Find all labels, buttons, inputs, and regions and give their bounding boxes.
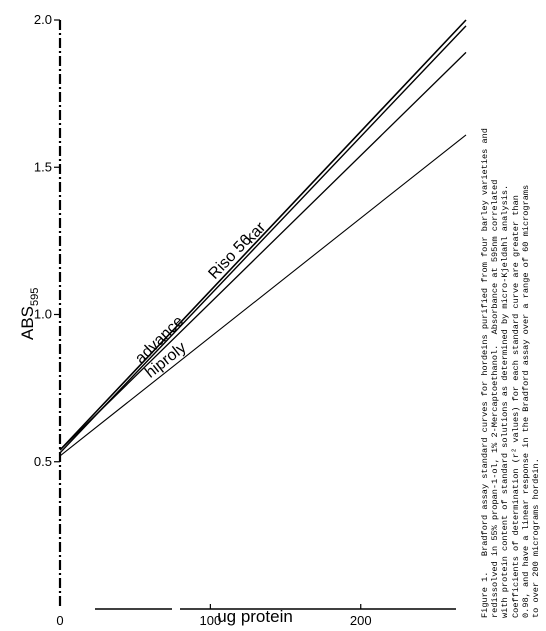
y-tick-label: 1.0 bbox=[34, 307, 52, 322]
x-tick-label: 100 bbox=[200, 613, 222, 628]
tick-marks bbox=[54, 19, 362, 609]
y-axis-title-subscript: 595 bbox=[29, 288, 41, 306]
y-tick-label: 0.5 bbox=[34, 454, 52, 469]
y-tick-label: 1.5 bbox=[34, 159, 52, 174]
series-line-hiproly bbox=[59, 134, 467, 457]
chart-series bbox=[59, 19, 467, 457]
series-line-advance bbox=[59, 51, 467, 451]
figure-caption: Figure 1. Bradford assay standard curves… bbox=[480, 18, 546, 618]
series-line-kar bbox=[59, 25, 467, 454]
series-line-riso-56 bbox=[59, 19, 467, 451]
x-tick-label: 0 bbox=[56, 613, 63, 628]
caption-body: Bradford assay standard curves for horde… bbox=[480, 128, 542, 618]
chart-axes bbox=[58, 20, 456, 610]
figure-label: Figure 1. bbox=[480, 571, 490, 618]
x-tick-label: 200 bbox=[350, 613, 372, 628]
y-tick-label: 2.0 bbox=[34, 12, 52, 27]
x-axis-title: ug protein bbox=[217, 607, 293, 626]
